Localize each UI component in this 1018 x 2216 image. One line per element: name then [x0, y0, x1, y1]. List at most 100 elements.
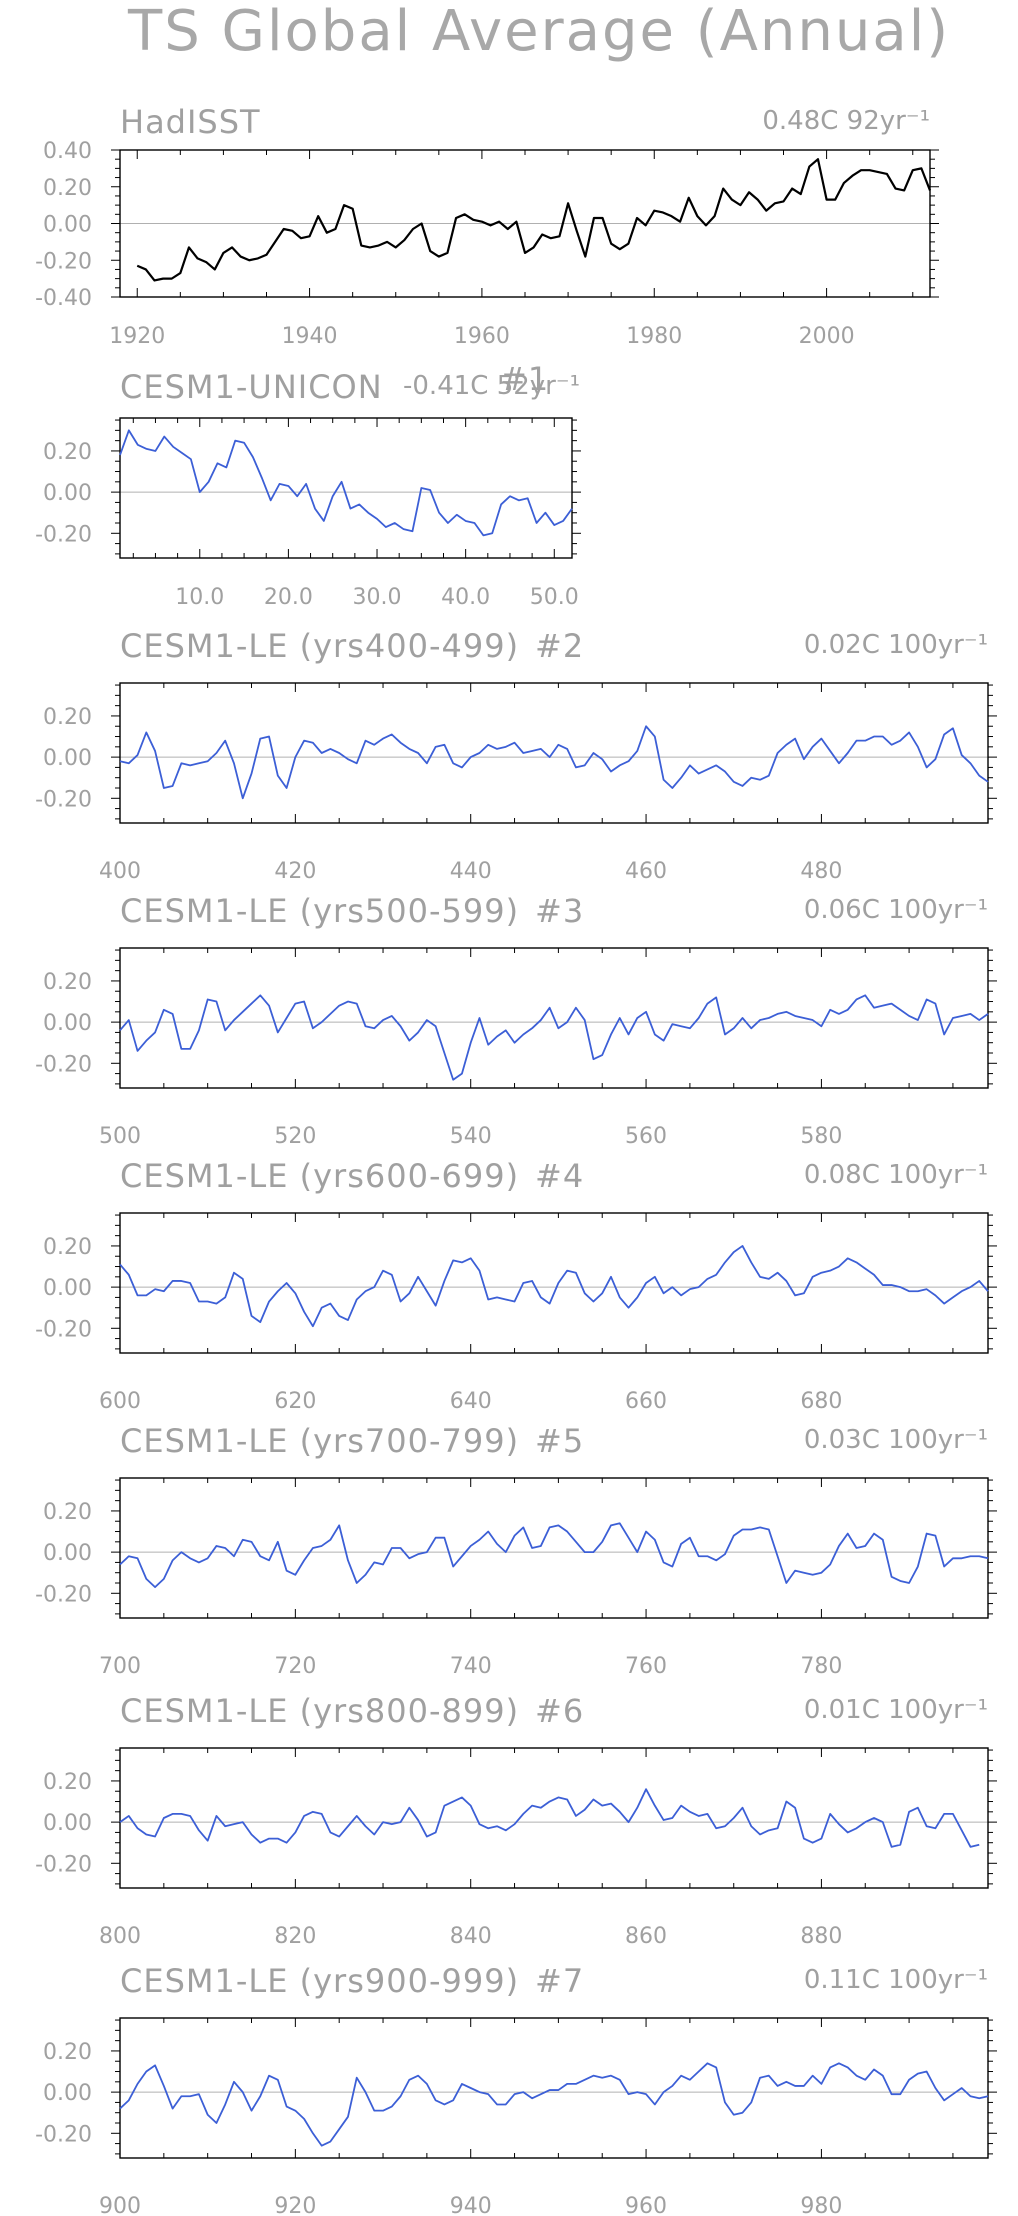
- panel-index-label: #6: [535, 1692, 584, 1730]
- panel-index-label: #1: [500, 360, 549, 398]
- plot-frame: [119, 682, 989, 824]
- x-tick-label: 700: [99, 1654, 141, 1679]
- y-tick-label: 0.20: [43, 440, 92, 465]
- panel-5: CESM1-LE (yrs600-699) #4 0.08C 100yr⁻¹ 600 6…: [35, 1157, 997, 1414]
- y-tick-label: 0.00: [43, 746, 92, 771]
- y-tick-label: 0.20: [43, 970, 92, 995]
- x-tick-label: 50.0: [530, 585, 579, 610]
- x-tick-label: 1940: [282, 324, 338, 349]
- panel-trend-label: 0.03C 100yr⁻¹: [804, 1425, 988, 1455]
- y-tick-label: 0.00: [43, 481, 92, 506]
- y-tick-label: -0.40: [35, 286, 92, 311]
- panel-3: CESM1-LE (yrs400-499) #2 0.02C 100yr⁻¹ 400 4…: [35, 627, 997, 884]
- y-tick-label: 0.20: [43, 1500, 92, 1525]
- y-tick-label: -0.20: [35, 249, 92, 274]
- plot-frame: [119, 1477, 989, 1619]
- y-tick-label: 0.20: [43, 705, 92, 730]
- x-tick-label: 1960: [454, 324, 510, 349]
- x-tick-label: 900: [99, 2194, 141, 2216]
- panel-8: CESM1-LE (yrs900-999) #7 0.11C 100yr⁻¹ 900 9…: [35, 1962, 997, 2216]
- y-tick-label: 0.00: [43, 1276, 92, 1301]
- x-tick-label: 30.0: [353, 585, 402, 610]
- x-tick-label: 520: [274, 1124, 316, 1149]
- y-tick-label: 0.00: [43, 213, 92, 238]
- panel-title: CESM1-LE (yrs500-599): [120, 892, 519, 930]
- y-tick-label: 0.40: [43, 139, 92, 164]
- x-tick-label: 840: [450, 1924, 492, 1949]
- y-tick-label: -0.20: [35, 2122, 92, 2147]
- panel-title: CESM1-LE (yrs900-999): [120, 1962, 519, 2000]
- panels: HadISST 0.48C 92yr⁻¹ 1920 1940 1960 1980 2000 -…: [35, 103, 997, 2216]
- x-tick-label: 580: [800, 1124, 842, 1149]
- panel-trend-label: -0.41C 52yr⁻¹: [403, 371, 580, 401]
- panel-title: HadISST: [120, 103, 261, 141]
- y-tick-label: -0.20: [35, 1052, 92, 1077]
- x-tick-label: 960: [625, 2194, 667, 2216]
- x-tick-label: 940: [450, 2194, 492, 2216]
- y-tick-label: 0.00: [43, 1011, 92, 1036]
- x-tick-label: 2000: [799, 324, 855, 349]
- x-tick-label: 1980: [626, 324, 682, 349]
- plot-frame: [119, 417, 573, 559]
- panel-4: CESM1-LE (yrs500-599) #3 0.06C 100yr⁻¹ 500 5…: [35, 892, 997, 1149]
- x-tick-label: 880: [800, 1924, 842, 1949]
- panel-1: HadISST 0.48C 92yr⁻¹ 1920 1940 1960 1980 2000 -…: [35, 103, 939, 349]
- y-tick-label: 0.20: [43, 2040, 92, 2065]
- panel-7: CESM1-LE (yrs800-899) #6 0.01C 100yr⁻¹ 800 8…: [35, 1692, 997, 1949]
- panel-title: CESM1-LE (yrs600-699): [120, 1157, 519, 1195]
- x-tick-label: 420: [274, 859, 316, 884]
- plot-frame: [119, 1212, 989, 1354]
- x-tick-label: 780: [800, 1654, 842, 1679]
- x-tick-label: 680: [800, 1389, 842, 1414]
- series-line: [136, 158, 932, 282]
- x-tick-label: 800: [99, 1924, 141, 1949]
- x-tick-label: 1920: [109, 324, 165, 349]
- x-tick-label: 720: [274, 1654, 316, 1679]
- panel-title: CESM1-LE (yrs700-799): [120, 1422, 519, 1460]
- panel-title: CESM1-LE (yrs400-499): [120, 627, 519, 665]
- y-tick-label: 0.20: [43, 176, 92, 201]
- y-tick-label: -0.20: [35, 1582, 92, 1607]
- x-tick-label: 440: [450, 859, 492, 884]
- panel-index-label: #4: [535, 1157, 584, 1195]
- x-tick-label: 600: [99, 1389, 141, 1414]
- series-line: [119, 429, 573, 537]
- plot-frame: [119, 2017, 989, 2159]
- y-tick-label: -0.20: [35, 1852, 92, 1877]
- y-tick-label: -0.20: [35, 522, 92, 547]
- y-tick-label: 0.00: [43, 2081, 92, 2106]
- x-tick-label: 480: [800, 859, 842, 884]
- y-tick-label: 0.00: [43, 1541, 92, 1566]
- panel-title: CESM1-LE (yrs800-899): [120, 1692, 519, 1730]
- plot-frame: [119, 947, 989, 1089]
- x-tick-label: 740: [450, 1654, 492, 1679]
- panel-6: CESM1-LE (yrs700-799) #5 0.03C 100yr⁻¹ 700 7…: [35, 1422, 997, 1679]
- y-tick-label: -0.20: [35, 787, 92, 812]
- panel-index-label: #2: [535, 627, 584, 665]
- figure-title: TS Global Average (Annual): [127, 0, 950, 64]
- panel-trend-label: 0.11C 100yr⁻¹: [804, 1965, 988, 1995]
- x-tick-label: 40.0: [441, 585, 490, 610]
- plot-frame: [119, 1747, 989, 1889]
- panel-trend-label: 0.48C 92yr⁻¹: [762, 106, 930, 136]
- x-tick-label: 560: [625, 1124, 667, 1149]
- panel-trend-label: 0.01C 100yr⁻¹: [804, 1695, 988, 1725]
- y-tick-label: 0.00: [43, 1811, 92, 1836]
- series-line: [119, 1788, 980, 1848]
- x-tick-label: 500: [99, 1124, 141, 1149]
- y-tick-label: 0.20: [43, 1770, 92, 1795]
- panel-trend-label: 0.06C 100yr⁻¹: [804, 895, 988, 925]
- panel-index-label: #3: [535, 892, 584, 930]
- x-tick-label: 620: [274, 1389, 316, 1414]
- x-tick-label: 820: [274, 1924, 316, 1949]
- x-tick-label: 540: [450, 1124, 492, 1149]
- panel-trend-label: 0.08C 100yr⁻¹: [804, 1160, 988, 1190]
- x-tick-label: 10.0: [175, 585, 224, 610]
- x-tick-label: 20.0: [264, 585, 313, 610]
- y-tick-label: 0.20: [43, 1235, 92, 1260]
- x-tick-label: 400: [99, 859, 141, 884]
- series-line: [119, 725, 989, 800]
- x-tick-label: 860: [625, 1924, 667, 1949]
- panel-title: CESM1-UNICON: [120, 368, 383, 406]
